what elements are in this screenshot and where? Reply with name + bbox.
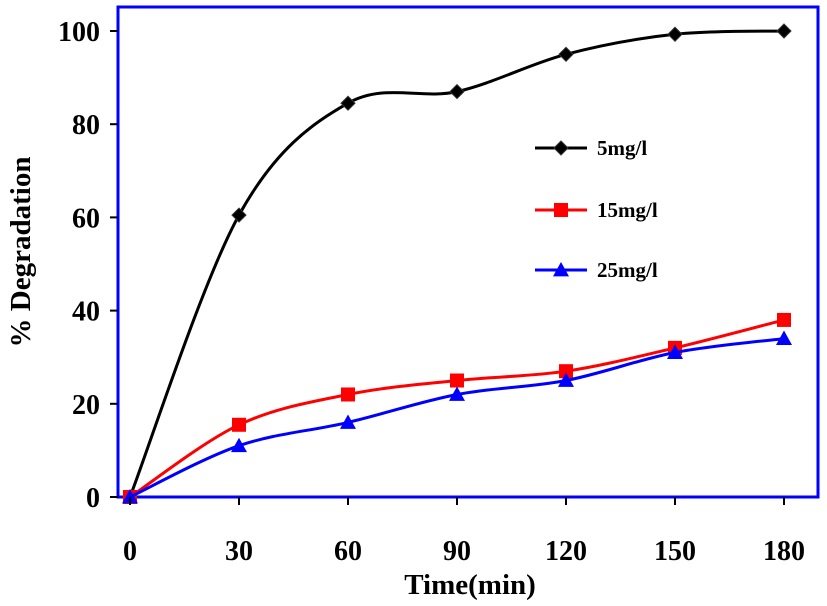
legend-marker (553, 262, 569, 277)
x-tick-label: 30 (225, 536, 253, 567)
y-tick-label: 0 (86, 483, 100, 514)
data-point (341, 387, 355, 402)
y-tick-label: 40 (72, 297, 100, 328)
data-point (667, 344, 683, 359)
x-axis-title: Time(min) (404, 569, 536, 601)
legend-item: 15mg/l (535, 198, 658, 222)
ticks-layer: 0 30 60 90 120 150 180 0 20 40 60 80 100 (58, 17, 805, 567)
data-point (558, 46, 574, 63)
data-point (559, 364, 573, 379)
data-point (340, 95, 356, 111)
y-tick-label: 80 (72, 110, 100, 141)
y-tick-label: 60 (72, 203, 100, 234)
plot-frame (116, 5, 820, 499)
data-point (777, 312, 791, 327)
y-axis-title: % Degradation (5, 157, 37, 348)
legend-label: 5mg/l (597, 136, 647, 160)
x-tick-label: 0 (123, 536, 137, 567)
y-tick-label: 100 (58, 17, 100, 48)
series-2 (122, 330, 792, 504)
legend-marker (554, 203, 568, 217)
data-point (232, 417, 246, 432)
legend-label: 15mg/l (597, 198, 658, 222)
data-point (449, 83, 465, 100)
x-tick-label: 60 (334, 536, 362, 567)
data-point (667, 26, 683, 42)
data-point (122, 489, 138, 504)
data-point (231, 207, 247, 223)
x-tick-label: 90 (443, 536, 471, 567)
data-point (558, 372, 574, 387)
series-layer (122, 23, 792, 505)
data-point (231, 437, 247, 453)
data-point (340, 414, 356, 429)
x-tick-label: 120 (545, 536, 587, 567)
data-point (450, 373, 464, 388)
data-point (449, 386, 465, 401)
legend-item: 5mg/l (535, 136, 647, 160)
y-tick-label: 20 (72, 390, 100, 421)
series-0 (122, 23, 792, 505)
legend-marker (553, 140, 569, 156)
legend: 5mg/l 15mg/l 25mg/l (535, 136, 658, 282)
x-tick-label: 180 (763, 536, 805, 567)
x-tick-label: 150 (654, 536, 696, 567)
legend-item: 25mg/l (535, 258, 658, 282)
legend-label: 25mg/l (597, 258, 658, 282)
data-point (776, 330, 792, 345)
data-point (776, 23, 792, 39)
